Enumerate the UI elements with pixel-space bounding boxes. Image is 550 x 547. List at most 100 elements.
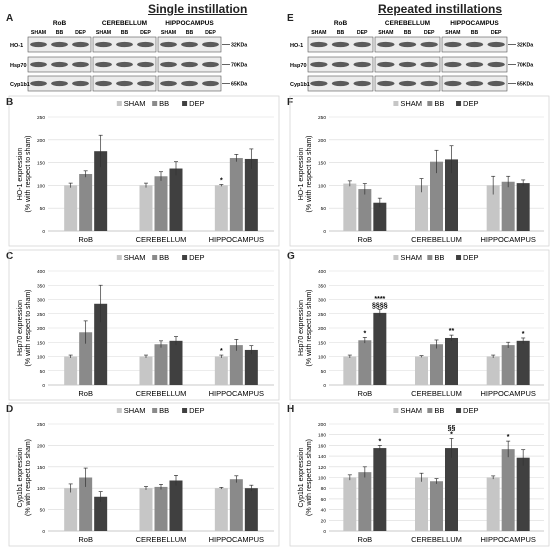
x-tick-label: HIPPOCAMPUS xyxy=(480,389,535,398)
bar xyxy=(64,356,78,385)
bar xyxy=(169,168,183,231)
y-tick-label: 200 xyxy=(37,443,45,449)
blot-band xyxy=(420,80,438,87)
chart-hsp70-repeated: SHAM BB DEP 0 50 100 150 200 250 300 350 400 Hsp70 e… xyxy=(289,249,550,401)
y-tick-label: 100 xyxy=(318,355,326,361)
x-tick-label: CEREBELLUM xyxy=(136,235,187,244)
y-tick-label: 250 xyxy=(318,115,326,121)
y-tick-label: 350 xyxy=(318,283,326,289)
bar xyxy=(79,174,93,231)
chart-frame xyxy=(289,402,550,547)
blot-band xyxy=(398,41,417,48)
chart-frame xyxy=(289,95,550,247)
bar xyxy=(358,340,372,385)
bar xyxy=(94,151,108,231)
legend-swatch xyxy=(152,255,158,260)
y-tick-label: 200 xyxy=(318,326,326,332)
legend-swatch xyxy=(182,255,188,260)
chart-cyp1b1-repeated: SHAM BB DEP 0 20 40 60 80 100 120 140 160 180 200 Cyp1… xyxy=(289,402,550,547)
blot-lane-label: DEP xyxy=(491,30,502,36)
legend-label: SHAM xyxy=(400,253,422,262)
blot-band xyxy=(353,41,371,48)
blot-band xyxy=(137,80,154,87)
y-tick-label: 400 xyxy=(37,269,45,275)
blot-lane-label: SHAM xyxy=(311,30,326,36)
legend-label: BB xyxy=(434,99,444,108)
x-tick-label: RoB xyxy=(358,389,373,398)
y-tick-label: 150 xyxy=(318,161,326,167)
bar xyxy=(64,488,78,531)
significance-marker: ** xyxy=(449,328,455,335)
significance-marker: §§§§ xyxy=(372,302,388,309)
x-tick-label: RoB xyxy=(78,535,93,544)
legend-swatch xyxy=(152,408,158,413)
chart-frame xyxy=(8,249,280,401)
y-tick-label: 200 xyxy=(37,138,45,144)
x-tick-label: HIPPOCAMPUS xyxy=(209,389,264,398)
legend-swatch xyxy=(393,255,399,260)
blot-band xyxy=(181,41,198,48)
legend-swatch xyxy=(182,408,188,413)
blot-band xyxy=(181,61,198,68)
legend-label: BB xyxy=(434,406,444,415)
blot-band xyxy=(444,80,462,87)
blot-lane-label: SHAM xyxy=(31,30,46,36)
blot-band xyxy=(353,61,371,68)
blot-band xyxy=(202,80,219,87)
blot-row-label: Cyp1b1 xyxy=(290,82,310,88)
blot-row-label: Hsp70 xyxy=(290,63,307,69)
bar xyxy=(430,481,443,531)
blot-band xyxy=(51,80,68,87)
blot-band xyxy=(51,41,68,48)
blot-band xyxy=(72,61,89,68)
x-tick-label: CEREBELLUM xyxy=(411,535,462,544)
panel-letter-c: C xyxy=(6,251,14,262)
blot-band xyxy=(72,41,89,48)
bar xyxy=(139,356,153,385)
bar xyxy=(94,496,108,531)
blot-lane-label: DEP xyxy=(140,30,151,36)
legend-label: SHAM xyxy=(124,99,146,108)
bar xyxy=(415,356,428,385)
blot-row-label: Cyp1b1 xyxy=(10,82,30,88)
legend-label: SHAM xyxy=(124,406,146,415)
y-tick-label: 250 xyxy=(37,422,45,428)
blot-lane-label: SHAM xyxy=(96,30,111,36)
legend-label: BB xyxy=(159,99,169,108)
significance-marker: * xyxy=(450,431,453,438)
chart-cyp1b1-single: SHAM BB DEP 0 50 100 150 200 250 Cyp1b1 expressio… xyxy=(8,402,280,547)
legend-label: BB xyxy=(159,253,169,262)
bar xyxy=(154,176,168,231)
significance-marker: * xyxy=(522,331,525,338)
y-axis-label: Hsp70 expression(% with respect to sham) xyxy=(298,289,313,366)
y-tick-label: 0 xyxy=(323,229,326,235)
y-tick-label: 250 xyxy=(37,115,45,121)
blot-band xyxy=(310,61,328,68)
bar xyxy=(358,189,372,231)
blot-band xyxy=(95,61,112,68)
blot-region-label: HIPPOCAMPUS xyxy=(165,20,214,27)
legend-swatch xyxy=(456,101,462,106)
legend-swatch xyxy=(393,101,399,106)
legend-swatch xyxy=(116,255,122,260)
bar xyxy=(229,479,243,531)
bar xyxy=(445,337,458,385)
legend-label: SHAM xyxy=(124,253,146,262)
blot-band xyxy=(377,61,395,68)
chart-frame xyxy=(289,249,550,401)
bar xyxy=(244,349,258,385)
bar xyxy=(373,312,387,385)
y-tick-label: 160 xyxy=(318,443,326,449)
y-tick-label: 180 xyxy=(318,433,326,439)
bar xyxy=(516,340,530,385)
panel-letter-a: A xyxy=(6,13,14,24)
blot-band xyxy=(310,80,328,87)
legend-swatch xyxy=(182,101,188,106)
blot-band xyxy=(331,80,350,87)
y-tick-label: 0 xyxy=(42,383,45,389)
blot-lane-label: BB xyxy=(471,30,479,36)
y-tick-label: 0 xyxy=(323,383,326,389)
blot-row-label: HO-1 xyxy=(10,43,23,49)
bar xyxy=(343,477,357,531)
blot-lane-label: BB xyxy=(56,30,64,36)
